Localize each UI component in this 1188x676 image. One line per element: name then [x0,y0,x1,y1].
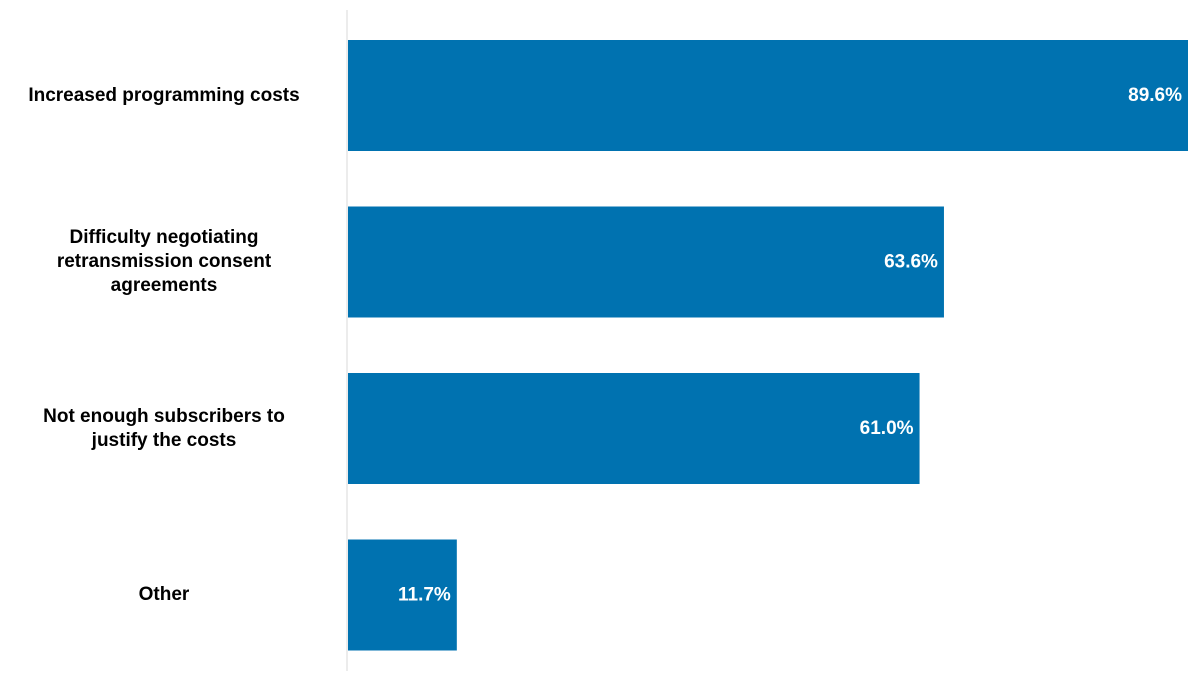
bar-value-label: 61.0% [860,418,914,439]
bar [348,206,944,318]
category-label: Difficulty negotiating retransmission co… [56,227,272,296]
bar-value-label: 11.7% [398,585,451,606]
bar [348,373,920,484]
category-label: Increased programming costs [28,84,300,106]
bar [348,40,1188,151]
bar [348,539,457,651]
bar-value-label: 89.6% [1128,85,1182,106]
bar-value-label: 63.6% [884,252,938,273]
category-label: Not enough subscribers to justify the co… [43,405,285,451]
category-label: Other [138,584,190,605]
